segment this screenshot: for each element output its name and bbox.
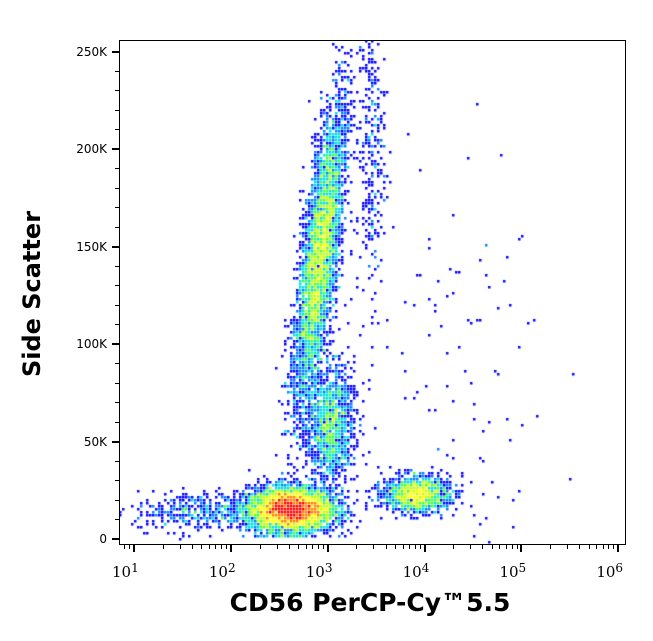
- x-minor-tick: [317, 545, 319, 549]
- y-minor-tick: [115, 168, 119, 170]
- y-major-tick: [112, 440, 119, 443]
- y-minor-tick: [115, 519, 119, 521]
- x-tick-label: 102: [208, 561, 236, 581]
- x-major-tick: [229, 545, 232, 552]
- x-minor-tick: [356, 545, 358, 549]
- y-minor-tick: [115, 324, 119, 326]
- x-minor-tick: [312, 545, 314, 549]
- x-minor-tick: [499, 545, 501, 549]
- x-minor-tick: [579, 545, 581, 549]
- x-axis-title: CD56 PerCP-Cy™5.5: [229, 588, 511, 617]
- x-minor-tick: [298, 545, 300, 549]
- y-minor-tick: [115, 70, 119, 72]
- y-minor-tick: [115, 460, 119, 462]
- x-major-tick: [423, 545, 426, 552]
- x-minor-tick: [385, 545, 387, 549]
- x-minor-tick: [201, 545, 203, 549]
- y-minor-tick: [115, 90, 119, 92]
- y-major-tick: [112, 245, 119, 248]
- x-minor-tick: [129, 545, 131, 549]
- x-minor-tick: [470, 545, 472, 549]
- x-minor-tick: [550, 545, 552, 549]
- y-minor-tick: [115, 402, 119, 404]
- y-axis-title: Side Scatter: [18, 210, 46, 378]
- x-tick-label: 105: [499, 561, 527, 581]
- x-minor-tick: [419, 545, 421, 549]
- y-minor-tick: [115, 382, 119, 384]
- x-major-tick: [617, 545, 620, 552]
- x-minor-tick: [322, 545, 324, 549]
- y-major-tick: [112, 148, 119, 151]
- density-dot-plot: [119, 40, 626, 545]
- plot-frame: [119, 40, 626, 545]
- x-minor-tick: [414, 545, 416, 549]
- x-minor-tick: [124, 545, 126, 549]
- y-minor-tick: [115, 207, 119, 209]
- x-minor-tick: [208, 545, 210, 549]
- x-minor-tick: [613, 545, 615, 549]
- y-tick-label: 50K: [83, 434, 107, 449]
- y-minor-tick: [115, 187, 119, 189]
- x-tick-label: 104: [402, 561, 430, 581]
- y-minor-tick: [115, 421, 119, 423]
- x-minor-tick: [225, 545, 227, 549]
- x-minor-tick: [482, 545, 484, 549]
- x-minor-tick: [567, 545, 569, 549]
- x-minor-tick: [220, 545, 222, 549]
- x-minor-tick: [516, 545, 518, 549]
- y-tick-label: 150K: [76, 239, 107, 254]
- y-major-tick: [112, 50, 119, 53]
- y-minor-tick: [115, 363, 119, 365]
- x-major-tick: [133, 545, 135, 552]
- x-minor-tick: [588, 545, 590, 549]
- y-minor-tick: [115, 109, 119, 111]
- y-minor-tick: [115, 265, 119, 267]
- x-minor-tick: [373, 545, 375, 549]
- y-minor-tick: [115, 285, 119, 287]
- x-minor-tick: [511, 545, 513, 549]
- x-minor-tick: [179, 545, 181, 549]
- x-minor-tick: [215, 545, 217, 549]
- x-minor-tick: [602, 545, 604, 549]
- x-minor-tick: [162, 545, 164, 549]
- x-minor-tick: [608, 545, 610, 549]
- y-tick-label: 0: [99, 532, 107, 547]
- x-minor-tick: [191, 545, 193, 549]
- x-tick-label: 106: [596, 561, 624, 581]
- y-tick-label: 200K: [76, 142, 107, 157]
- y-minor-tick: [115, 226, 119, 228]
- x-minor-tick: [409, 545, 411, 549]
- x-minor-tick: [276, 545, 278, 549]
- y-minor-tick: [115, 480, 119, 482]
- x-minor-tick: [491, 545, 493, 549]
- y-tick-label: 250K: [76, 44, 107, 59]
- x-minor-tick: [505, 545, 507, 549]
- y-minor-tick: [115, 129, 119, 131]
- x-minor-tick: [288, 545, 290, 549]
- y-tick-label: 100K: [76, 337, 107, 352]
- x-major-tick: [326, 545, 329, 552]
- x-minor-tick: [259, 545, 261, 549]
- x-minor-tick: [453, 545, 455, 549]
- x-major-tick: [520, 545, 523, 552]
- x-tick-label: 103: [305, 561, 333, 581]
- x-minor-tick: [305, 545, 307, 549]
- y-major-tick: [112, 538, 119, 541]
- x-minor-tick: [394, 545, 396, 549]
- x-minor-tick: [402, 545, 404, 549]
- x-tick-label: 101: [112, 561, 139, 581]
- x-minor-tick: [596, 545, 598, 549]
- y-major-tick: [112, 343, 119, 346]
- y-minor-tick: [115, 304, 119, 306]
- y-minor-tick: [115, 499, 119, 501]
